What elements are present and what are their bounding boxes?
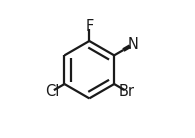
Text: Br: Br [119, 84, 135, 99]
Text: N: N [127, 37, 138, 52]
Text: F: F [85, 19, 93, 34]
Text: Cl: Cl [45, 84, 59, 99]
